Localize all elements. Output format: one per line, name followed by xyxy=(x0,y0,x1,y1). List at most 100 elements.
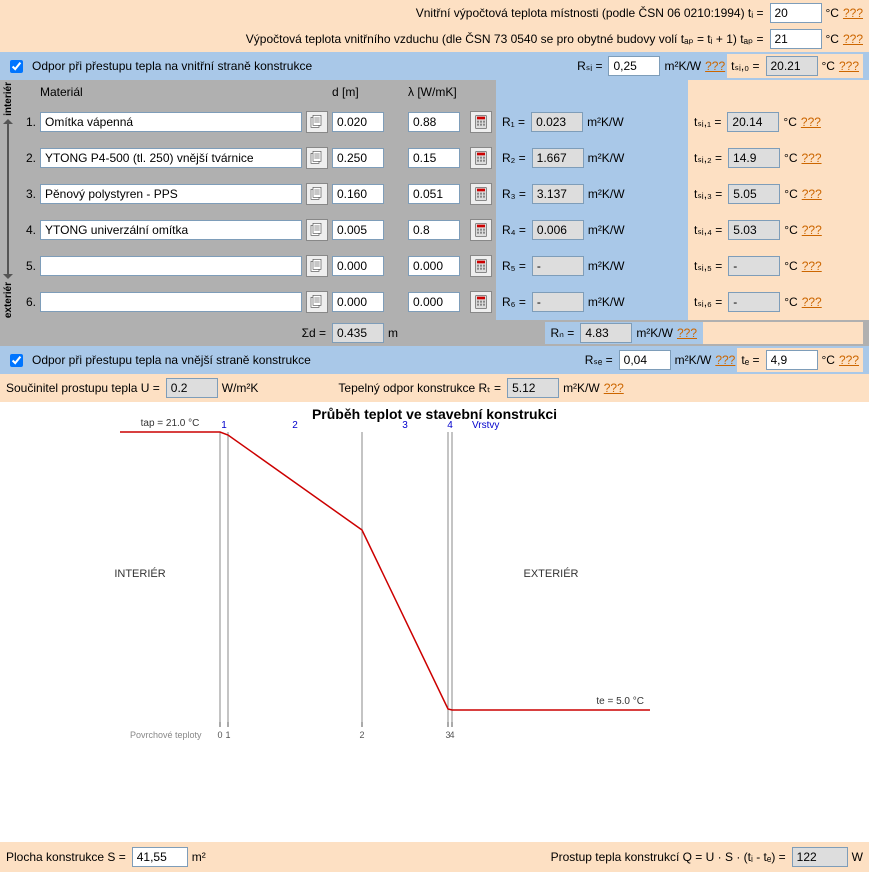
hdr-material: Materiál xyxy=(40,85,302,99)
help-tap[interactable]: ??? xyxy=(843,32,863,46)
row-num: 6. xyxy=(16,295,40,309)
svg-text:2: 2 xyxy=(359,730,364,740)
materials-table: interiér exteriér Materiál d [m] λ [W/mK… xyxy=(0,80,869,320)
material-row: 4.R₄ =m²K/Wtₛᵢ,₄ =°C??? xyxy=(16,212,869,248)
row-ti: Vnitřní výpočtová teplota místnosti (pod… xyxy=(0,0,869,26)
input-d[interactable] xyxy=(332,220,384,240)
help-tsi[interactable]: ??? xyxy=(801,115,821,129)
calc-icon[interactable] xyxy=(470,111,492,133)
input-tap[interactable] xyxy=(770,29,822,49)
input-rsi[interactable] xyxy=(608,56,660,76)
unit-r: m²K/W xyxy=(588,295,625,309)
help-tsi[interactable]: ??? xyxy=(802,151,822,165)
label-u: Součinitel prostupu tepla U = xyxy=(6,381,160,395)
help-tsi[interactable]: ??? xyxy=(802,295,822,309)
input-material-name[interactable] xyxy=(40,112,302,132)
output-r xyxy=(532,148,584,168)
input-lambda[interactable] xyxy=(408,112,460,132)
svg-text:Povrchové teploty: Povrchové teploty xyxy=(130,730,202,740)
input-material-name[interactable] xyxy=(40,184,302,204)
input-lambda[interactable] xyxy=(408,184,460,204)
materials-header: Materiál d [m] λ [W/mK] xyxy=(16,80,869,104)
checkbox-rse[interactable] xyxy=(10,354,23,367)
sym-tsi: tₛᵢ,₅ = xyxy=(694,259,722,273)
docs-icon[interactable] xyxy=(306,255,328,277)
output-tsi xyxy=(728,256,780,276)
docs-icon[interactable] xyxy=(306,183,328,205)
help-tsi[interactable]: ??? xyxy=(802,259,822,273)
material-row: 6.R₆ =m²K/Wtₛᵢ,₆ =°C??? xyxy=(16,284,869,320)
unit-tsi: °C xyxy=(783,115,796,129)
input-d[interactable] xyxy=(332,148,384,168)
calc-icon[interactable] xyxy=(470,291,492,313)
unit-tsi0: °C xyxy=(822,59,835,73)
help-rse[interactable]: ??? xyxy=(715,353,735,367)
input-ti[interactable] xyxy=(770,3,822,23)
input-material-name[interactable] xyxy=(40,256,302,276)
input-material-name[interactable] xyxy=(40,220,302,240)
docs-icon[interactable] xyxy=(306,291,328,313)
calc-icon[interactable] xyxy=(470,219,492,241)
sym-tsi: tₛᵢ,₃ = xyxy=(694,187,722,201)
row-rse: Odpor při přestupu tepla na vnější stran… xyxy=(0,346,869,374)
hdr-d: d [m] xyxy=(332,85,390,99)
calc-icon[interactable] xyxy=(470,255,492,277)
sym-rsi: Rₛᵢ = xyxy=(577,59,602,73)
unit-r: m²K/W xyxy=(588,187,625,201)
input-material-name[interactable] xyxy=(40,148,302,168)
svg-text:4: 4 xyxy=(447,420,453,431)
sym-r: R₄ = xyxy=(502,223,526,237)
unit-sd: m xyxy=(388,326,398,340)
sym-r: R₆ = xyxy=(502,295,526,309)
input-d[interactable] xyxy=(332,112,384,132)
docs-icon[interactable] xyxy=(306,111,328,133)
chart-container: Průběh teplot ve stavební konstrukci tap… xyxy=(0,402,869,842)
unit-tsi: °C xyxy=(784,259,797,273)
docs-icon[interactable] xyxy=(306,219,328,241)
svg-text:tap = 21.0 °C: tap = 21.0 °C xyxy=(141,418,200,429)
input-lambda[interactable] xyxy=(408,256,460,276)
input-rse[interactable] xyxy=(619,350,671,370)
help-rt[interactable]: ??? xyxy=(604,381,624,395)
input-lambda[interactable] xyxy=(408,292,460,312)
help-rn[interactable]: ??? xyxy=(677,326,697,340)
input-lambda[interactable] xyxy=(408,148,460,168)
unit-rn: m²K/W xyxy=(636,326,673,340)
side-interior: interiér xyxy=(3,80,14,118)
unit-rsi: m²K/W xyxy=(664,59,701,73)
row-rsi: Odpor při přestupu tepla na vnitřní stra… xyxy=(0,52,869,80)
input-s[interactable] xyxy=(132,847,188,867)
svg-text:0: 0 xyxy=(217,730,222,740)
input-d[interactable] xyxy=(332,256,384,276)
input-lambda[interactable] xyxy=(408,220,460,240)
sym-rse: Rₛₑ = xyxy=(585,353,613,367)
label-rt: Tepelný odpor konstrukce Rₜ = xyxy=(338,381,501,395)
output-q xyxy=(792,847,848,867)
unit-r: m²K/W xyxy=(588,259,625,273)
row-num: 4. xyxy=(16,223,40,237)
calc-icon[interactable] xyxy=(470,183,492,205)
svg-text:te = 5.0 °C: te = 5.0 °C xyxy=(596,696,644,707)
help-tsi0[interactable]: ??? xyxy=(839,59,859,73)
output-r xyxy=(532,184,584,204)
output-r xyxy=(531,112,583,132)
help-te[interactable]: ??? xyxy=(839,353,859,367)
input-te[interactable] xyxy=(766,350,818,370)
unit-q: W xyxy=(852,850,863,864)
unit-te: °C xyxy=(822,353,835,367)
svg-text:EXTERIÉR: EXTERIÉR xyxy=(523,567,578,580)
input-d[interactable] xyxy=(332,184,384,204)
help-rsi[interactable]: ??? xyxy=(705,59,725,73)
help-ti[interactable]: ??? xyxy=(843,6,863,20)
help-tsi[interactable]: ??? xyxy=(802,187,822,201)
unit-r: m²K/W xyxy=(588,151,625,165)
label-rsi: Odpor při přestupu tepla na vnitřní stra… xyxy=(32,59,312,73)
input-material-name[interactable] xyxy=(40,292,302,312)
input-d[interactable] xyxy=(332,292,384,312)
row-num: 3. xyxy=(16,187,40,201)
sym-tsi: tₛᵢ,₂ = xyxy=(694,151,722,165)
docs-icon[interactable] xyxy=(306,147,328,169)
checkbox-rsi[interactable] xyxy=(10,60,23,73)
calc-icon[interactable] xyxy=(470,147,492,169)
help-tsi[interactable]: ??? xyxy=(802,223,822,237)
